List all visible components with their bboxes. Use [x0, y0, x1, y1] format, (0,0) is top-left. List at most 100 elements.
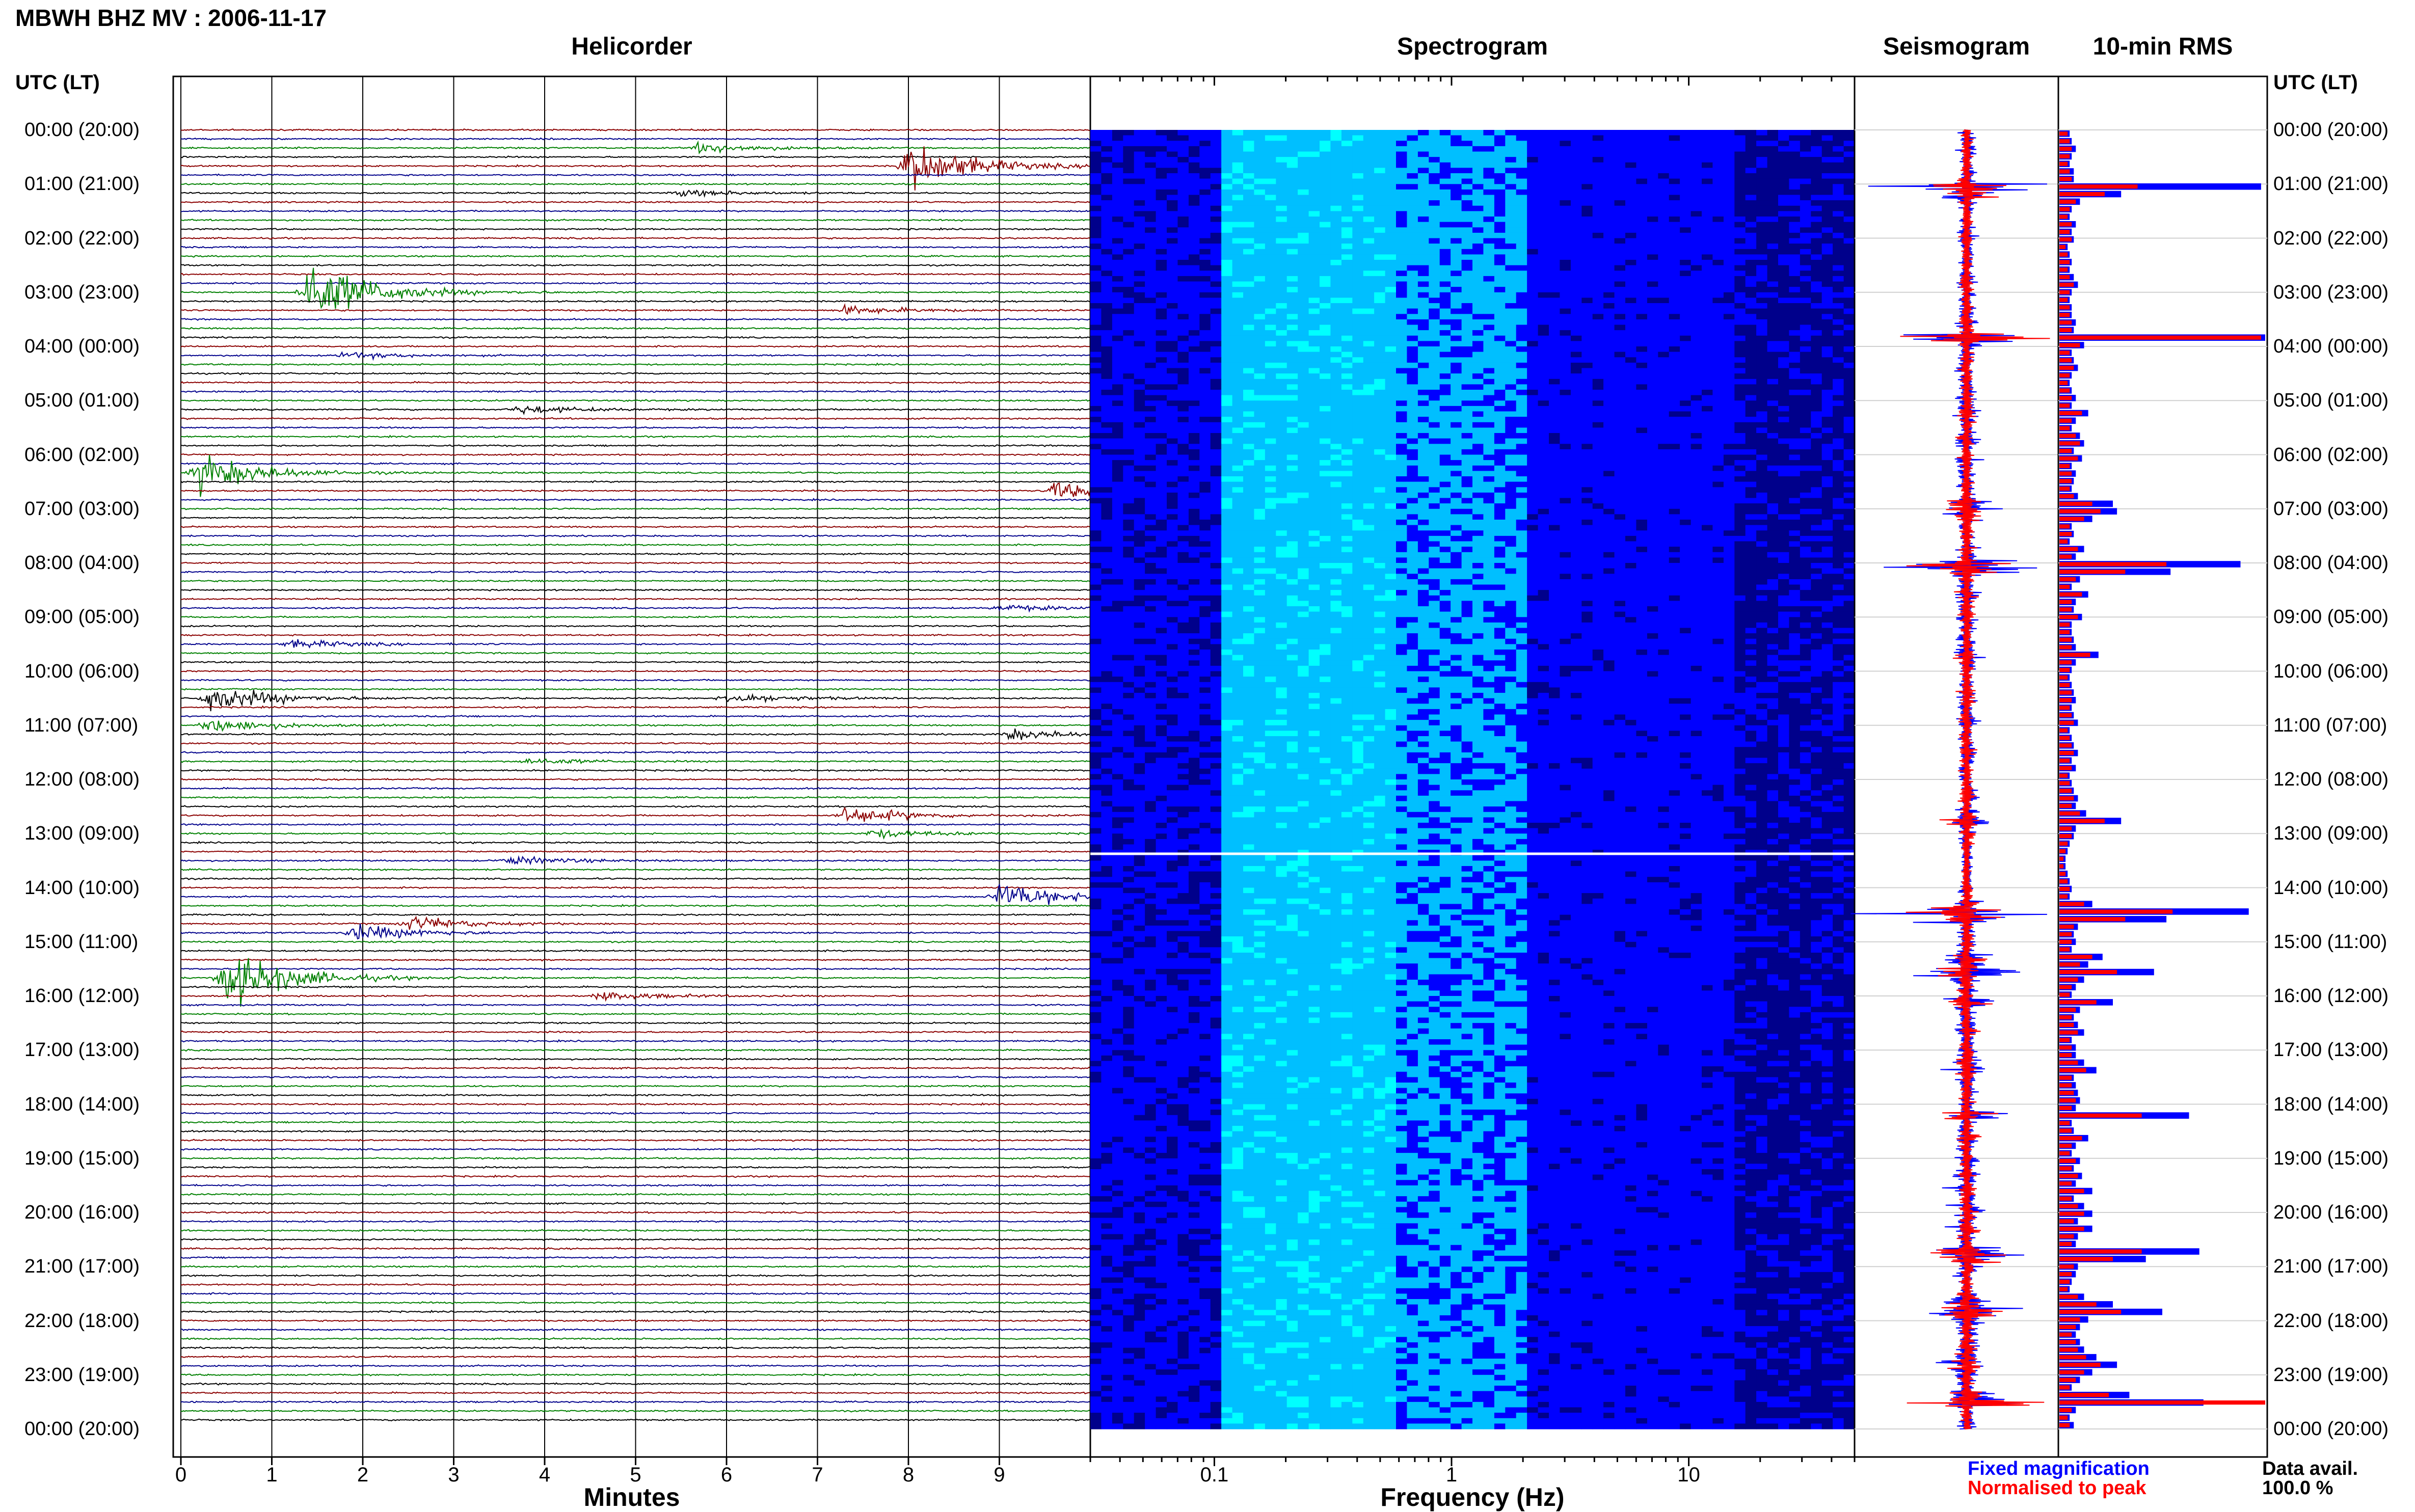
spectrogram-cell [1276, 260, 1287, 265]
spectrogram-cell [1505, 282, 1516, 287]
spectrogram-cell [1462, 384, 1473, 390]
spectrogram-cell [1603, 476, 1615, 482]
spectrogram-cell [1789, 325, 1800, 331]
spectrogram-cell [1287, 368, 1298, 374]
spectrogram-cell [1494, 417, 1506, 422]
spectrogram-cell [1833, 157, 1844, 163]
spectrogram-cell [1211, 163, 1222, 168]
spectrogram-cell [1341, 195, 1353, 201]
spectrogram-cell [1374, 400, 1385, 406]
spectrogram-cell [1134, 379, 1145, 385]
spectrogram-cell [1658, 422, 1669, 428]
spectrogram-cell [1123, 271, 1134, 276]
spectrogram-cell [1647, 406, 1658, 412]
spectrogram-cell [1189, 444, 1200, 449]
spectrogram-cell [1527, 309, 1538, 314]
spectrogram-cell [1298, 466, 1309, 471]
spectrogram-cell [1527, 363, 1538, 368]
spectrogram-cell [1789, 265, 1800, 271]
spectrogram-cell [1363, 476, 1375, 482]
spectrogram-cell [1702, 449, 1713, 455]
spectrogram-cell [1527, 227, 1538, 233]
spectrogram-cell [1429, 271, 1440, 276]
spectrogram-cell [1669, 163, 1680, 168]
spectrogram-cell [1287, 168, 1298, 173]
spectrogram-cell [1756, 427, 1767, 433]
spectrogram-cell [1603, 179, 1615, 184]
spectrogram-cell [1167, 254, 1178, 260]
spectrogram-cell [1516, 379, 1527, 385]
spectrogram-cell [1211, 341, 1222, 346]
spectrogram-cell [1363, 309, 1375, 314]
spectrogram-cell [1440, 130, 1451, 136]
spectrogram-cell [1811, 146, 1822, 152]
spectrogram-cell [1330, 146, 1341, 152]
spectrogram-cell [1833, 265, 1844, 271]
spectrogram-cell [1527, 487, 1538, 493]
spectrogram-cell [1418, 260, 1429, 265]
spectrogram-cell [1647, 373, 1658, 379]
spectrogram-cell [1483, 384, 1494, 390]
spectrogram-cell [1221, 406, 1232, 412]
spectrogram-cell [1778, 292, 1789, 298]
spectrogram-cell [1811, 173, 1822, 179]
spectrogram-cell [1243, 379, 1254, 385]
spectrogram-cell [1680, 254, 1691, 260]
spectrogram-cell [1778, 406, 1789, 412]
spectrogram-cell [1462, 455, 1473, 461]
spectrogram-cell [1636, 373, 1647, 379]
spectrogram-cell [1112, 314, 1123, 319]
spectrogram-cell [1330, 163, 1341, 168]
spectrogram-cell [1276, 352, 1287, 358]
spectrogram-cell [1734, 417, 1746, 422]
spectrogram-cell [1309, 487, 1320, 493]
spectrogram-cell [1669, 287, 1680, 292]
spectrogram-cell [1549, 184, 1560, 190]
spectrogram-cell [1734, 206, 1746, 211]
spectrogram-cell [1724, 330, 1735, 336]
spectrogram-cell [1211, 406, 1222, 412]
spectrogram-cell [1440, 412, 1451, 417]
spectrogram-cell [1636, 152, 1647, 157]
spectrogram-cell [1145, 190, 1156, 195]
spectrogram-cell [1724, 455, 1735, 461]
spectrogram-cell [1800, 227, 1811, 233]
spectrogram-cell [1276, 439, 1287, 444]
spectrogram-cell [1101, 190, 1112, 195]
spectrogram-cell [1352, 238, 1363, 244]
spectrogram-cell [1756, 217, 1767, 222]
spectrogram-cell [1440, 238, 1451, 244]
spectrogram-cell [1822, 412, 1833, 417]
spectrogram-cell [1549, 141, 1560, 146]
spectrogram-cell [1341, 439, 1353, 444]
spectrogram-cell [1374, 179, 1385, 184]
spectrogram-cell [1276, 368, 1287, 374]
spectrogram-cell [1101, 282, 1112, 287]
spectrogram-cell [1581, 493, 1593, 498]
spectrogram-cell [1145, 254, 1156, 260]
spectrogram-cell [1527, 341, 1538, 346]
spectrogram-cell [1298, 298, 1309, 303]
spectrogram-cell [1822, 471, 1833, 476]
spectrogram-cell [1352, 184, 1363, 190]
spectrogram-cell [1254, 384, 1265, 390]
spectrogram-cell [1407, 363, 1418, 368]
spectrogram-cell [1581, 179, 1593, 184]
spectrogram-cell [1167, 217, 1178, 222]
spectrogram-cell [1724, 190, 1735, 195]
spectrogram-cell [1712, 271, 1724, 276]
spectrogram-cell [1309, 444, 1320, 449]
spectrogram-cell [1265, 276, 1276, 282]
spectrogram-cell [1330, 309, 1341, 314]
spectrogram-cell [1123, 390, 1134, 395]
spectrogram-cell [1341, 476, 1353, 482]
spectrogram-cell [1352, 244, 1363, 249]
spectrogram-cell [1189, 303, 1200, 309]
spectrogram-cell [1603, 363, 1615, 368]
spectrogram-cell [1647, 173, 1658, 179]
spectrogram-cell [1647, 287, 1658, 292]
spectrogram-cell [1429, 476, 1440, 482]
spectrogram-cell [1615, 200, 1626, 206]
spectrogram-cell [1734, 314, 1746, 319]
spectrogram-cell [1625, 152, 1636, 157]
